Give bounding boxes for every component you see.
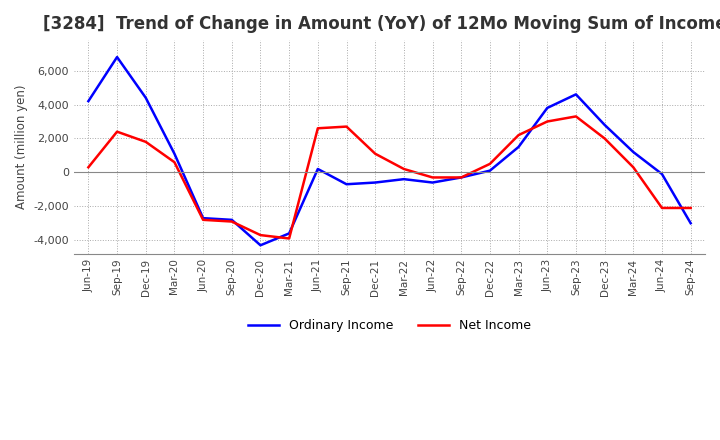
Net Income [170,160,179,165]
Ordinary Income [686,220,695,226]
Ordinary Income [141,95,150,100]
Ordinary Income [313,166,322,172]
Net Income [84,165,93,170]
Ordinary Income [84,99,93,104]
Net Income [342,124,351,129]
Net Income [485,161,494,166]
Net Income [457,175,466,180]
Y-axis label: Amount (million yen): Amount (million yen) [15,84,28,209]
Ordinary Income [256,242,265,248]
Ordinary Income [657,172,666,177]
Net Income [256,232,265,238]
Net Income [113,129,122,134]
Line: Ordinary Income: Ordinary Income [89,57,690,245]
Ordinary Income [428,180,437,185]
Net Income [228,219,236,224]
Legend: Ordinary Income, Net Income: Ordinary Income, Net Income [243,314,536,337]
Ordinary Income [228,217,236,223]
Net Income [199,217,207,223]
Ordinary Income [342,182,351,187]
Ordinary Income [371,180,379,185]
Net Income [514,132,523,138]
Net Income [285,236,294,241]
Net Income [572,114,580,119]
Ordinary Income [543,105,552,110]
Net Income [371,151,379,156]
Net Income [657,205,666,211]
Ordinary Income [113,55,122,60]
Net Income [629,165,638,170]
Ordinary Income [600,122,609,128]
Ordinary Income [285,231,294,236]
Net Income [428,175,437,180]
Ordinary Income [199,216,207,221]
Ordinary Income [400,176,408,182]
Net Income [543,119,552,124]
Title: [3284]  Trend of Change in Amount (YoY) of 12Mo Moving Sum of Incomes: [3284] Trend of Change in Amount (YoY) o… [42,15,720,33]
Ordinary Income [457,175,466,180]
Net Income [600,136,609,141]
Ordinary Income [485,168,494,173]
Net Income [313,126,322,131]
Net Income [400,166,408,172]
Ordinary Income [170,151,179,156]
Ordinary Income [572,92,580,97]
Ordinary Income [514,144,523,150]
Net Income [141,139,150,144]
Ordinary Income [629,149,638,154]
Line: Net Income: Net Income [89,117,690,238]
Net Income [686,205,695,211]
